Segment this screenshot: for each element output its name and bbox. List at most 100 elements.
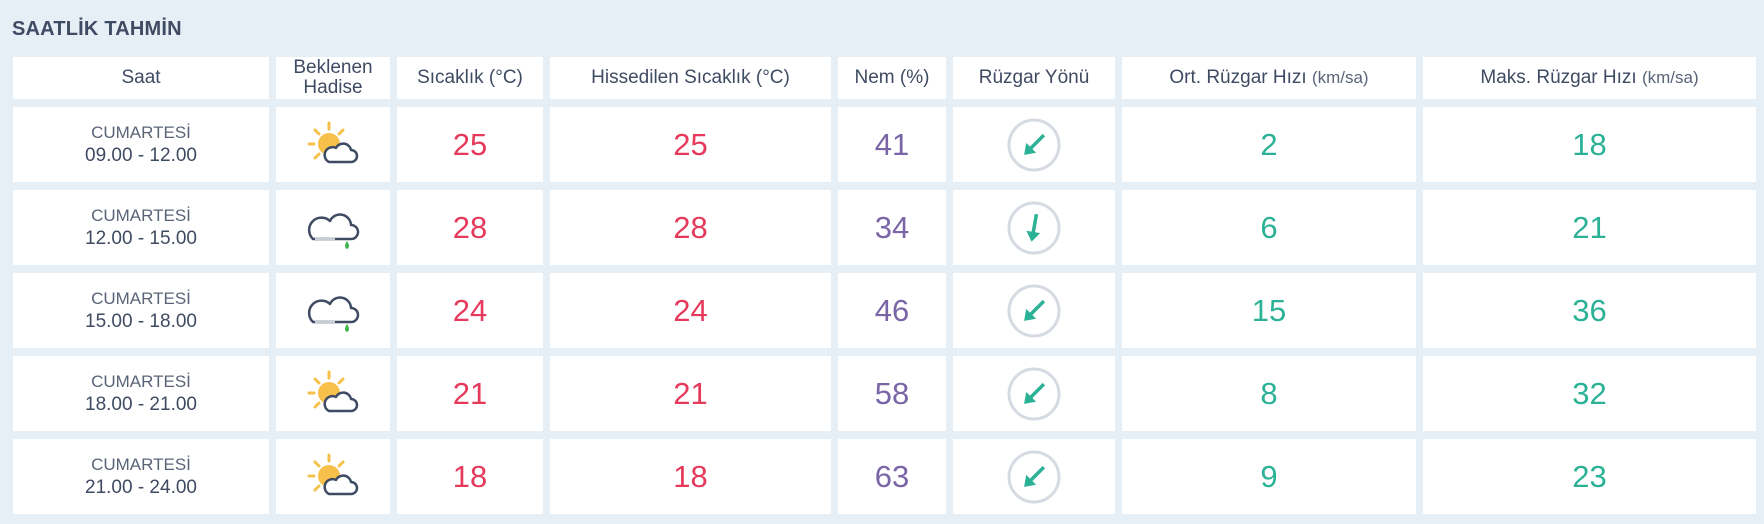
feels-cell: 25 <box>550 107 831 182</box>
wind-direction-arrow-icon <box>953 366 1115 422</box>
max-wind-cell: 18 <box>1423 107 1756 182</box>
max-value: 21 <box>1572 209 1607 245</box>
time-cell: CUMARTESİ 18.00 - 21.00 <box>13 356 269 431</box>
humidity-cell: 41 <box>838 107 946 182</box>
temp-cell: 28 <box>397 190 543 265</box>
header-saat: Saat <box>13 57 269 99</box>
max-value: 23 <box>1572 458 1607 494</box>
section-title: SAATLİK TAHMİN <box>12 18 182 40</box>
wind-dir-cell <box>953 107 1115 182</box>
wind-direction-arrow-icon <box>953 449 1115 505</box>
feels-value: 25 <box>673 126 708 162</box>
temp-value: 28 <box>452 209 488 245</box>
avg-value: 15 <box>1251 292 1287 328</box>
humidity-cell: 63 <box>838 439 946 514</box>
day-value: CUMARTESİ <box>91 371 191 391</box>
wind-dir-cell <box>953 439 1115 514</box>
partly-sunny-icon <box>276 120 390 170</box>
table-row: CUMARTESİ 12.00 - 15.00 28 28 34 6 21 <box>13 190 1756 265</box>
avg-wind-cell: 2 <box>1122 107 1416 182</box>
wind-direction-arrow-icon <box>953 200 1115 256</box>
header-hissedilen: Hissedilen Sıcaklık (°C) <box>550 57 831 99</box>
header-hadise: Beklenen Hadise <box>276 57 390 99</box>
wind-direction-arrow-icon <box>953 283 1115 339</box>
header-ort-ruzgar: Ort. Rüzgar Hızı (km/sa) <box>1122 57 1416 99</box>
header-sicaklik: Sıcaklık (°C) <box>397 57 543 99</box>
feels-value: 28 <box>673 209 708 245</box>
table-row: CUMARTESİ 09.00 - 12.00 25 25 41 2 18 <box>13 107 1756 182</box>
time-cell: CUMARTESİ 15.00 - 18.00 <box>13 273 269 348</box>
partly-sunny-icon <box>276 452 390 502</box>
avg-wind-cell: 15 <box>1122 273 1416 348</box>
weather-cell <box>276 273 390 348</box>
temp-cell: 21 <box>397 356 543 431</box>
avg-value: 2 <box>1260 126 1278 162</box>
feels-cell: 28 <box>550 190 831 265</box>
max-value: 36 <box>1572 292 1607 328</box>
max-wind-cell: 23 <box>1423 439 1756 514</box>
temp-value: 21 <box>452 375 488 411</box>
day-value: CUMARTESİ <box>91 122 191 142</box>
time-cell: CUMARTESİ 21.00 - 24.00 <box>13 439 269 514</box>
humidity-cell: 46 <box>838 273 946 348</box>
feels-value: 24 <box>673 292 708 328</box>
max-value: 32 <box>1572 375 1607 411</box>
weather-cell <box>276 356 390 431</box>
time-value: 12.00 - 15.00 <box>85 227 197 249</box>
table-header-row: Saat Beklenen Hadise Sıcaklık (°C) Hisse… <box>13 57 1756 99</box>
humidity-cell: 34 <box>838 190 946 265</box>
time-value: 21.00 - 24.00 <box>85 476 197 498</box>
feels-value: 18 <box>673 458 708 494</box>
avg-wind-cell: 8 <box>1122 356 1416 431</box>
temp-cell: 18 <box>397 439 543 514</box>
table-row: CUMARTESİ 15.00 - 18.00 24 24 46 15 36 <box>13 273 1756 348</box>
time-value: 18.00 - 21.00 <box>85 393 197 415</box>
avg-wind-cell: 9 <box>1122 439 1416 514</box>
max-wind-cell: 32 <box>1423 356 1756 431</box>
cloud-drizzle-icon <box>276 203 390 253</box>
time-cell: CUMARTESİ 09.00 - 12.00 <box>13 107 269 182</box>
temp-value: 18 <box>452 458 488 494</box>
feels-cell: 18 <box>550 439 831 514</box>
time-value: 09.00 - 12.00 <box>85 144 197 166</box>
weather-cell <box>276 439 390 514</box>
max-wind-cell: 21 <box>1423 190 1756 265</box>
max-wind-cell: 36 <box>1423 273 1756 348</box>
temp-value: 24 <box>452 292 488 328</box>
temp-cell: 25 <box>397 107 543 182</box>
temp-value: 25 <box>452 126 488 162</box>
weather-cell <box>276 107 390 182</box>
humidity-value: 58 <box>874 375 910 411</box>
feels-cell: 24 <box>550 273 831 348</box>
header-ruzgar-yonu: Rüzgar Yönü <box>953 57 1115 99</box>
humidity-value: 46 <box>874 292 910 328</box>
partly-sunny-icon <box>276 369 390 419</box>
wind-direction-arrow-icon <box>953 117 1115 173</box>
avg-value: 6 <box>1260 209 1278 245</box>
weather-cell <box>276 190 390 265</box>
wind-dir-cell <box>953 356 1115 431</box>
feels-cell: 21 <box>550 356 831 431</box>
wind-dir-cell <box>953 273 1115 348</box>
feels-value: 21 <box>673 375 708 411</box>
humidity-value: 41 <box>874 126 910 162</box>
day-value: CUMARTESİ <box>91 205 191 225</box>
table-row: CUMARTESİ 18.00 - 21.00 21 21 58 8 32 <box>13 356 1756 431</box>
time-cell: CUMARTESİ 12.00 - 15.00 <box>13 190 269 265</box>
cloud-drizzle-icon <box>276 286 390 336</box>
avg-value: 9 <box>1260 458 1278 494</box>
wind-dir-cell <box>953 190 1115 265</box>
avg-value: 8 <box>1260 375 1278 411</box>
hourly-forecast-table: Saat Beklenen Hadise Sıcaklık (°C) Hisse… <box>6 49 1763 522</box>
time-value: 15.00 - 18.00 <box>85 310 197 332</box>
day-value: CUMARTESİ <box>91 288 191 308</box>
humidity-cell: 58 <box>838 356 946 431</box>
humidity-value: 34 <box>874 209 910 245</box>
table-row: CUMARTESİ 21.00 - 24.00 18 18 63 9 23 <box>13 439 1756 514</box>
day-value: CUMARTESİ <box>91 454 191 474</box>
humidity-value: 63 <box>874 458 910 494</box>
header-maks-ruzgar: Maks. Rüzgar Hızı (km/sa) <box>1423 57 1756 99</box>
header-nem: Nem (%) <box>838 57 946 99</box>
max-value: 18 <box>1572 126 1607 162</box>
avg-wind-cell: 6 <box>1122 190 1416 265</box>
